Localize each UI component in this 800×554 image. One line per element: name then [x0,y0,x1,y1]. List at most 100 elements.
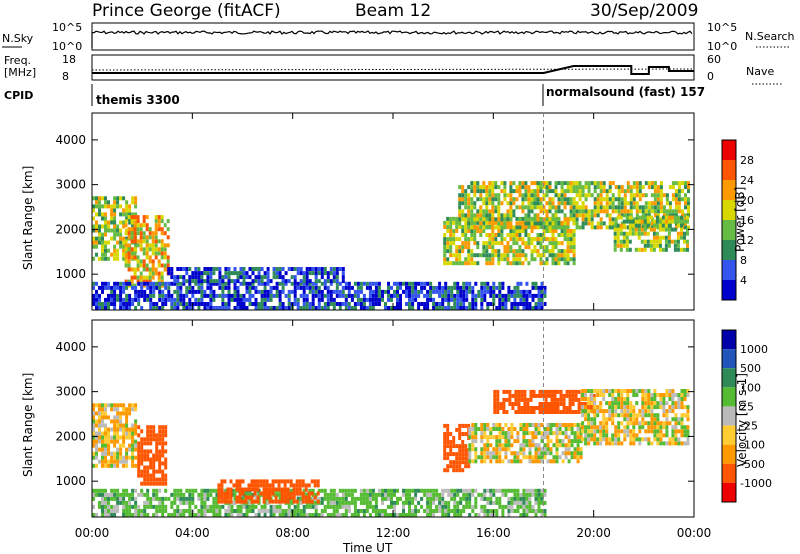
velocity-cell [504,447,508,452]
velocity-cell [471,427,475,431]
power-cell [266,281,270,286]
velocity-cell [662,421,666,426]
y-tick-label: 3000 [55,178,86,192]
velocity-cell [519,500,523,505]
power-cell [584,205,588,210]
velocity-cell [265,479,269,484]
power-cell [687,181,690,186]
power-cell [396,289,399,294]
power-cell [200,285,204,290]
power-colorbar-swatch [722,280,736,300]
power-colorbar-tick: 24 [740,174,754,187]
power-cell [563,253,567,258]
power-cell [101,248,104,253]
power-cell [113,256,117,261]
velocity-cell [520,410,524,414]
power-cell [485,213,489,218]
velocity-cell [507,504,511,509]
power-cell [197,297,201,302]
velocity-cell [498,504,502,509]
velocity-cell [537,496,541,501]
power-cell [613,243,617,248]
power-cell [145,275,149,280]
power-cell [446,245,450,250]
velocity-cell [599,441,603,446]
velocity-cell [462,504,466,509]
velocity-cell [510,435,514,440]
power-cell [311,281,315,286]
power-cell [563,189,567,194]
velocity-cell [555,451,559,456]
power-cell [613,231,617,236]
velocity-cell [453,492,457,497]
velocity-cell [638,413,642,418]
power-cell [545,185,549,190]
velocity-cell [426,509,430,513]
velocity-cell [573,423,577,427]
velocity-cell [452,460,456,465]
velocity-cell [368,492,372,497]
power-cell [677,197,681,202]
power-cell [314,279,318,284]
power-cell [539,241,543,246]
power-cell [329,293,333,298]
power-cell [149,302,153,306]
power-cell [464,193,468,198]
power-cell [335,302,339,306]
power-cell [275,289,279,294]
velocity-cell [98,415,101,420]
velocity-cell [662,397,666,401]
power-colorbar-label: Power [dB] [733,187,747,252]
power-cell [545,229,549,233]
velocity-cell [262,499,266,504]
velocity-cell [525,439,529,444]
velocity-cell [589,406,593,410]
power-cell [236,289,240,294]
velocity-cell [347,509,351,513]
velocity-cell [540,431,544,436]
power-cell [548,205,552,210]
power-cell [119,196,123,201]
power-cell [623,213,627,218]
power-cell [492,281,496,286]
power-cell [661,247,665,252]
velocity-cell [593,405,597,410]
velocity-cell [462,496,466,501]
power-cell [260,293,264,298]
power-cell [163,231,167,236]
power-cell [206,267,210,271]
velocity-cell [555,439,559,444]
velocity-cell [468,459,472,464]
power-cell [649,239,653,244]
power-cell [593,201,597,206]
power-cell [638,193,642,198]
velocity-cell [576,443,580,448]
power-cell [446,241,450,246]
power-cell [681,213,684,218]
velocity-cell [277,499,281,504]
velocity-cell [101,463,104,468]
power-cell [377,281,381,286]
power-cell [620,213,624,218]
power-cell [443,249,447,254]
power-cell [629,201,633,206]
power-cell [491,189,495,194]
power-cell [631,227,635,232]
power-cell [534,285,538,290]
power-cell [530,241,534,246]
power-cell [423,306,427,310]
power-cell [664,219,668,224]
power-cell [524,213,528,218]
power-cell [683,219,686,224]
power-cell [139,275,143,280]
velocity-cell [635,389,639,393]
velocity-cell [119,403,123,408]
velocity-cell [95,492,98,497]
velocity-cell [480,431,484,436]
power-cell [530,189,534,194]
velocity-cell [104,496,107,501]
power-cell [317,306,321,310]
velocity-cell [438,504,442,509]
velocity-cell [98,431,101,436]
power-cell [161,297,165,302]
